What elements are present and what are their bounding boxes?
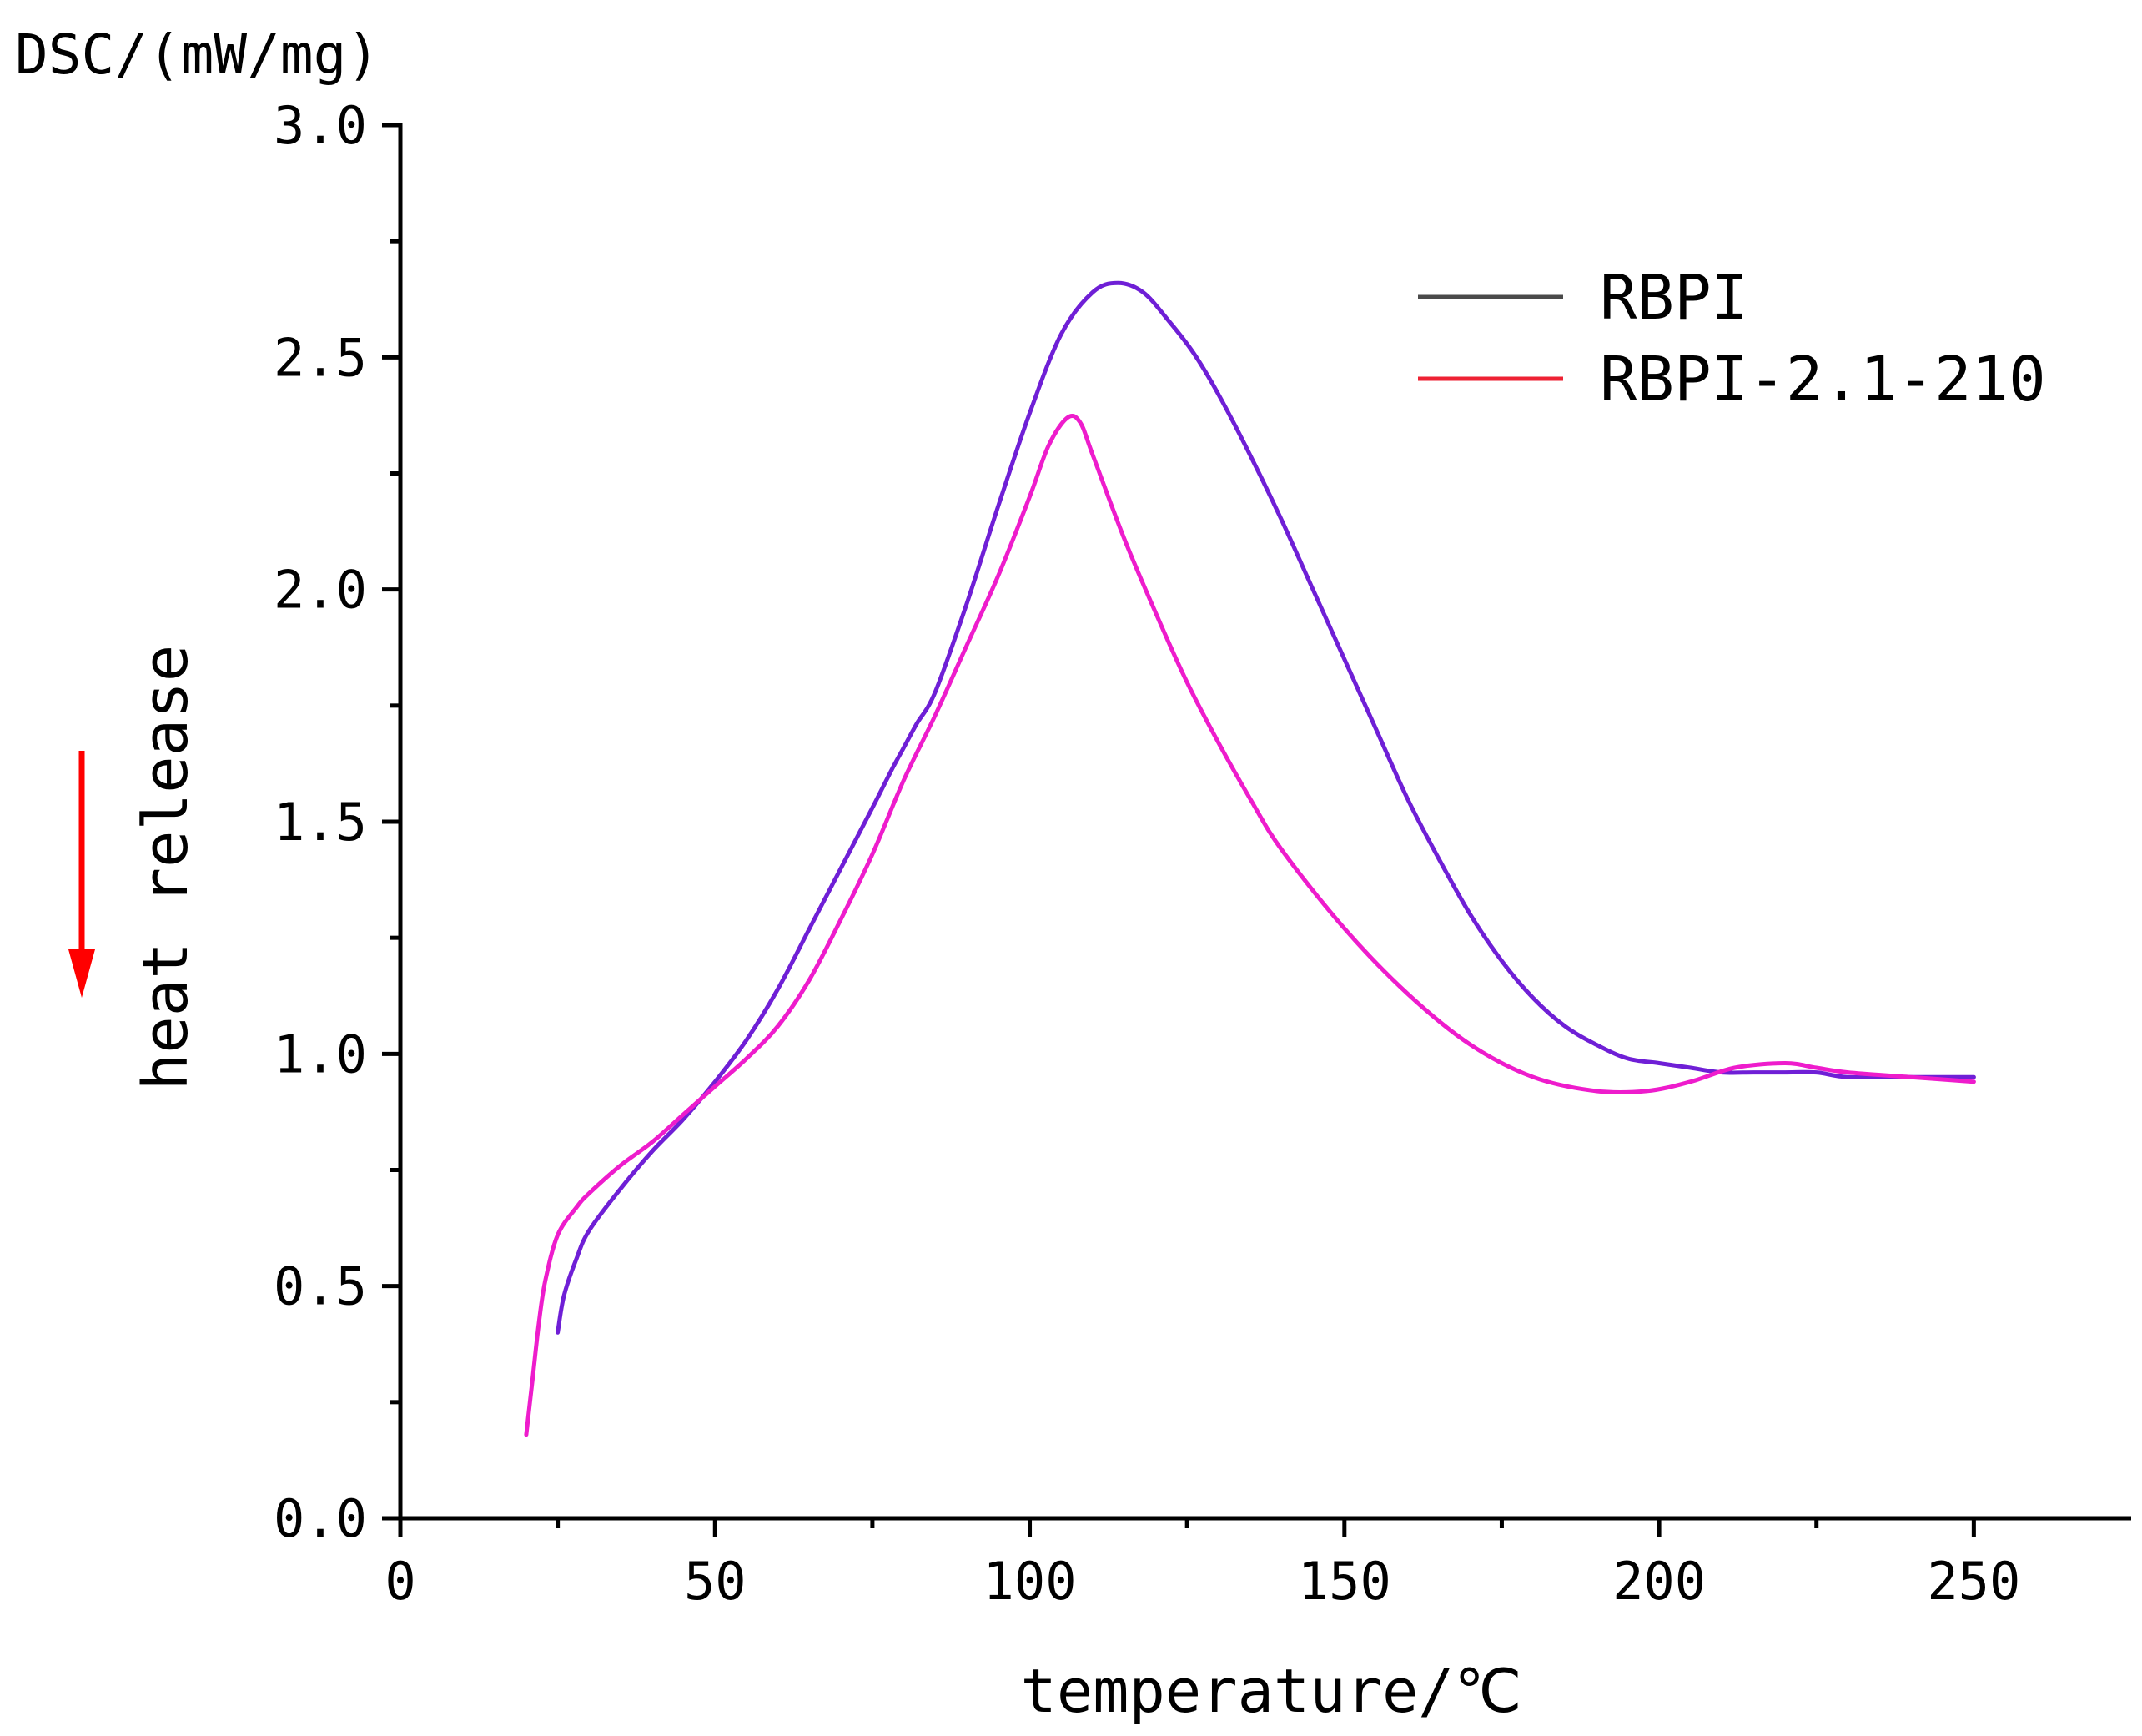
y-tick-label: 0.0 [274, 1488, 367, 1549]
y-tick-label: 3.0 [274, 95, 367, 156]
series-lines [524, 280, 1976, 1437]
y-tick-label: 0.5 [274, 1256, 367, 1317]
legend-label: RBPI [1600, 262, 1748, 334]
x-axis-title: temperature/℃ [1020, 1656, 1521, 1726]
x-tick-label: 50 [684, 1551, 747, 1612]
series-line-1 [556, 280, 1976, 1335]
x-tick-label: 200 [1612, 1551, 1706, 1612]
x-tick-label: 250 [1927, 1551, 2020, 1612]
y-ticks: 0.0 0.5 1.0 1.5 2.0 2.5 3.0 [274, 95, 400, 1549]
y-axis-title: DSC/(mW/mg) [15, 23, 380, 87]
heat-release-arrow-head-icon [68, 949, 95, 998]
x-tick-label: 100 [983, 1551, 1077, 1612]
x-tick-label: 150 [1298, 1551, 1391, 1612]
heat-release-label: heat release [130, 645, 202, 1091]
y-tick-label: 1.0 [274, 1024, 367, 1084]
y-tick-label: 1.5 [274, 792, 367, 853]
legend-label: RBPI-2.1-210 [1600, 344, 2046, 415]
legend: RBPI RBPI-2.1-210 [1418, 262, 2046, 415]
y-tick-label: 2.5 [274, 327, 367, 388]
series-line-2 [524, 413, 1976, 1437]
x-ticks: 0 50 100 150 200 250 [385, 1518, 2020, 1612]
heat-release-annotation: heat release [68, 645, 202, 1091]
y-tick-label: 2.0 [274, 560, 367, 621]
x-tick-label: 0 [385, 1551, 415, 1612]
